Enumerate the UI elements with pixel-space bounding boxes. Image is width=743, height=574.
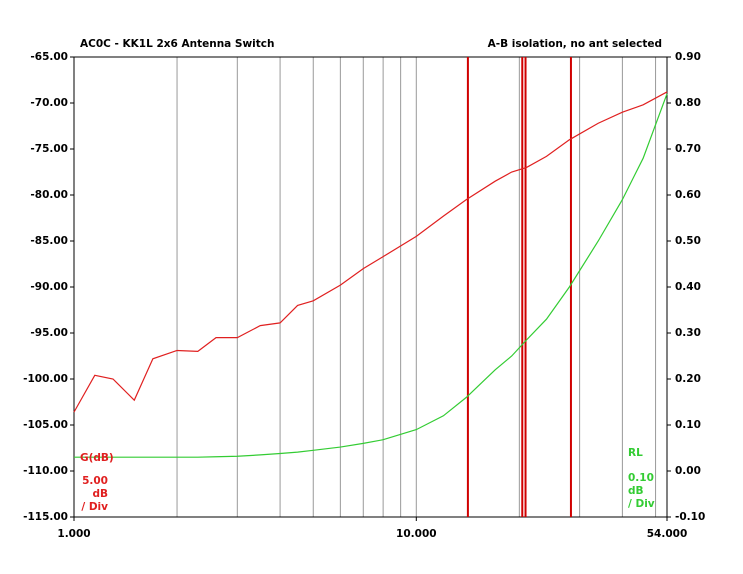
series-line [74, 93, 668, 458]
y-tick-label: -90.00 [30, 281, 68, 293]
y2-tick-label: 0.10 [675, 419, 701, 431]
chart-title: AC0C - KK1L 2x6 Antenna Switch [80, 38, 275, 50]
y2-tick-label: 0.00 [675, 465, 701, 477]
y2-tick-label: 0.70 [675, 143, 701, 155]
plot-frame [73, 56, 668, 518]
x-tick-label: 54.000 [647, 528, 688, 540]
legend-label: G(dB) [80, 452, 114, 464]
y-tick-label: -95.00 [30, 327, 68, 339]
y-tick-label: -85.00 [30, 235, 68, 247]
x-tick-label: 1.000 [57, 528, 90, 540]
y-tick-label: -80.00 [30, 189, 68, 201]
y-tick-label: -70.00 [30, 97, 68, 109]
y-tick-label: -105.00 [23, 419, 68, 431]
legend-label: RL [628, 447, 643, 459]
series-line [73, 91, 668, 413]
scale-label: 0.10 [628, 472, 654, 484]
y2-tick-label: 0.90 [675, 51, 701, 63]
scale-label: dB [92, 488, 108, 500]
y-tick-label: -65.00 [30, 51, 68, 63]
y-tick-label: -100.00 [23, 373, 68, 385]
y2-tick-label: -0.10 [675, 511, 705, 523]
scale-label: / Div [628, 498, 655, 510]
y2-tick-label: 0.40 [675, 281, 701, 293]
chart-subtitle: A-B isolation, no ant selected [488, 38, 662, 50]
y2-tick-label: 0.50 [675, 235, 701, 247]
y-tick-label: -115.00 [23, 511, 68, 523]
y2-tick-label: 0.30 [675, 327, 701, 339]
y-tick-label: -75.00 [30, 143, 68, 155]
scale-label: / Div [81, 501, 108, 513]
scale-label: dB [628, 485, 644, 497]
scale-label: 5.00 [82, 475, 108, 487]
y2-tick-label: 0.60 [675, 189, 701, 201]
y2-tick-label: 0.80 [675, 97, 701, 109]
x-tick-label: 10.000 [396, 528, 437, 540]
y2-tick-label: 0.20 [675, 373, 701, 385]
y-tick-label: -110.00 [23, 465, 68, 477]
